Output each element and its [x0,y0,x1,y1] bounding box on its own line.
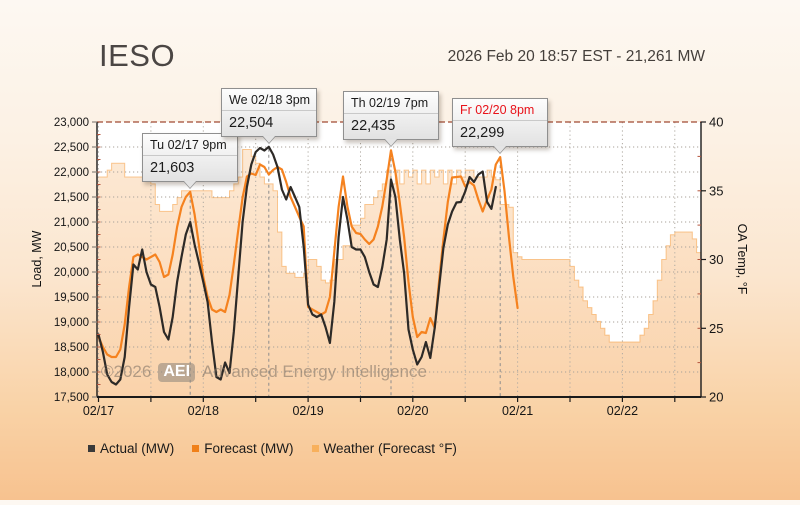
peak-callout: Fr 02/20 8pm 22,299 [452,98,548,154]
peak-callout: We 02/18 3pm 22,504 [221,88,317,144]
aei-logo: AEI [158,362,196,382]
y-tick-label-left: 20,000 [54,267,89,279]
y-axis-title-right: OA Temp, °F [735,223,749,295]
weather-swatch-icon [311,445,319,452]
callout-time-label: Fr 02/20 8pm [453,99,547,121]
page-title: IESO [99,38,176,73]
x-tick-label: 02/19 [292,404,323,418]
weather-area-edge [97,149,701,343]
callout-value: 22,504 [229,115,274,131]
x-tick-label: 02/21 [502,404,533,418]
current-timestamp-load: 2026 Feb 20 18:57 EST - 21,261 MW [447,48,705,65]
watermark-year: ©2026 [101,362,152,381]
callout-value: 22,299 [460,125,505,141]
y-tick-label-left: 19,500 [54,292,89,304]
y-tick-label-left: 18,000 [54,367,89,379]
x-tick-label: 02/18 [188,404,219,418]
y-tick-label-right: 30 [709,252,723,267]
weather-area [97,149,701,397]
legend-item-weather[interactable]: Weather (Forecast °F) [311,441,457,456]
y-tick-label-right: 25 [709,321,723,336]
callout-time-label: Tu 02/17 9pm [143,134,237,156]
y-tick-label-left: 22,000 [54,167,89,179]
y-tick-label-left: 21,000 [54,217,89,229]
y-tick-label-right: 20 [709,390,723,405]
legend-label: Actual (MW) [100,441,175,456]
callout-time-label: Th 02/19 7pm [344,92,438,114]
x-tick-label: 02/20 [397,404,428,418]
y-tick-label-left: 20,500 [54,242,89,254]
y-tick-label-left: 22,500 [54,142,89,154]
x-tick-label: 02/17 [83,404,114,418]
y-axis-title-left: Load, MW [30,230,44,288]
y-tick-label-left: 18,500 [54,342,89,354]
legend-label: Forecast (MW) [204,441,294,456]
chart-legend: Actual (MW) Forecast (MW) Weather (Forec… [88,441,457,456]
y-tick-label-left: 17,500 [54,392,89,404]
legend-item-actual[interactable]: Actual (MW) [88,441,174,456]
actual-line [97,145,497,386]
peak-callout: Tu 02/17 9pm 21,603 [142,133,238,189]
actual-swatch-icon [88,445,95,452]
peak-callout: Th 02/19 7pm 22,435 [343,91,439,147]
y-tick-label-right: 35 [709,183,723,198]
callout-value: 22,435 [351,118,396,134]
callout-value: 21,603 [150,160,195,176]
y-tick-label-right: 40 [709,115,723,130]
watermark-text: Advanced Energy Intelligence [202,362,427,381]
y-tick-label-left: 21,500 [54,192,89,204]
legend-label: Weather (Forecast °F) [323,441,457,456]
forecast-swatch-icon [192,445,200,452]
y-tick-label-left: 23,000 [54,117,89,129]
watermark: ©2026 AEI Advanced Energy Intelligence [101,362,427,382]
legend-item-forecast[interactable]: Forecast (MW) [192,441,294,456]
y-tick-label-left: 19,000 [54,317,89,329]
callout-time-label: We 02/18 3pm [222,89,316,111]
x-tick-label: 02/22 [607,404,638,418]
